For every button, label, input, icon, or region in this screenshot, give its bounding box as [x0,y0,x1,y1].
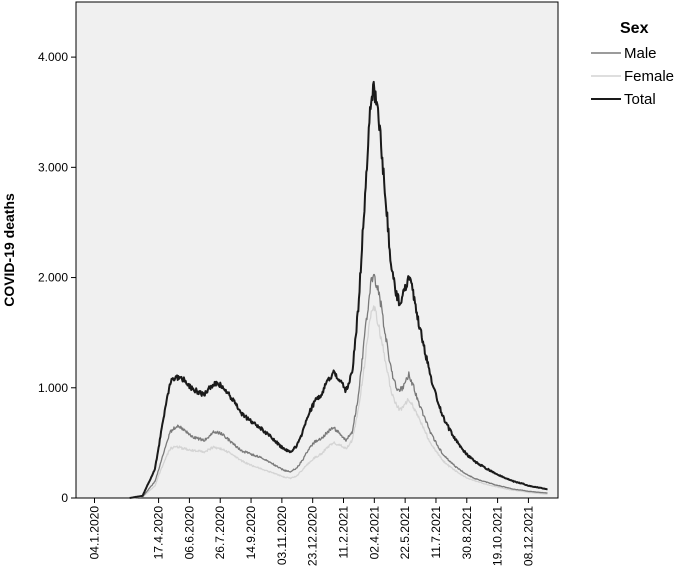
x-tick-label: 14.9.2020 [244,506,258,560]
legend-label-female: Female [624,68,674,85]
y-tick-label: 3.000 [38,160,68,174]
x-tick-label: 22.5.2021 [398,506,412,560]
legend-label-male: Male [624,45,657,62]
x-tick-label: 17.4.2020 [152,506,166,560]
x-tick-label: 08.12.2021 [521,506,535,566]
x-tick-label: 06.6.2020 [182,506,196,560]
x-tick-label: 11.2.2021 [337,506,351,559]
y-tick-label: 1.000 [38,381,68,395]
y-tick-label: 4.000 [38,50,68,64]
legend: Sex Male Female Total [591,20,674,108]
series-line-total [129,80,548,499]
x-tick-label: 03.11.2020 [275,506,289,565]
x-tick-label: 19.10.2021 [491,506,505,566]
x-tick-label: 02.4.2021 [367,506,381,560]
series-layer [129,80,548,499]
x-tick-label: 23.12.2020 [306,506,320,566]
x-tick-label: 26.7.2020 [213,506,227,560]
y-axis-label: COVID-19 deaths [1,193,17,307]
y-tick-label: 0 [61,491,68,505]
y-tick-label: 2.000 [38,271,68,285]
x-tick-label: 04.1.2020 [87,506,101,560]
series-line-female [129,305,548,499]
y-axis: 0 1.000 2.000 3.000 4.000 [38,50,76,505]
x-tick-label: 11.7.2021 [429,506,443,559]
series-line-male [129,273,548,499]
x-tick-label: 30.8.2021 [460,506,474,560]
legend-title: Sex [620,20,649,37]
plot-area [75,1,559,499]
x-axis: 04.1.2020 17.4.2020 06.6.2020 26.7.2020 14.9… [87,498,535,566]
legend-label-total: Total [624,91,656,108]
